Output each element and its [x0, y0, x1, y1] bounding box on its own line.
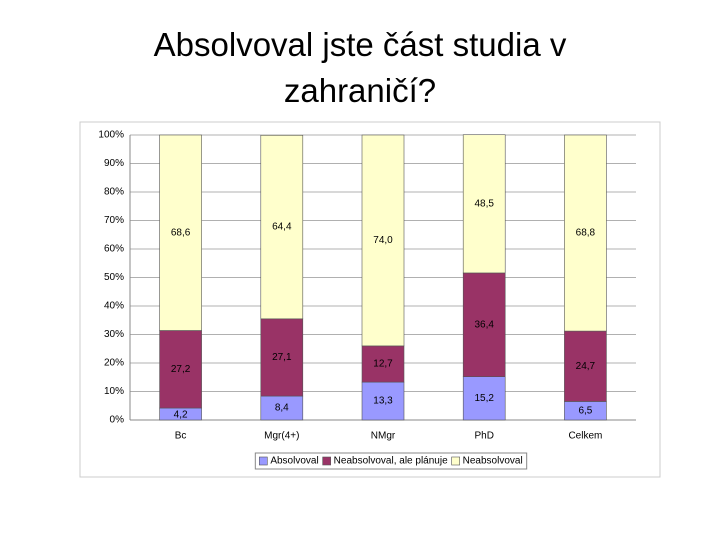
y-tick-label: 50%	[104, 272, 124, 283]
y-tick-label: 60%	[104, 244, 124, 255]
y-tick-label: 80%	[104, 187, 124, 198]
data-label: 48,5	[474, 198, 494, 209]
x-tick-label: Mgr(4+)	[264, 431, 299, 442]
data-label: 74,0	[373, 235, 393, 246]
data-label: 4,2	[174, 410, 188, 421]
x-tick-label: PhD	[474, 431, 493, 442]
data-label: 13,3	[373, 396, 393, 407]
bar-segment	[462, 376, 506, 421]
y-tick-label: 40%	[104, 301, 124, 312]
data-label: 24,7	[576, 361, 596, 372]
bar-segment	[260, 134, 304, 320]
bar-segment	[361, 381, 405, 421]
bar-segment	[462, 272, 506, 377]
chart-frame	[79, 121, 661, 478]
bar-segment	[159, 134, 202, 331]
bar-segment	[361, 134, 405, 347]
x-tick-label: Celkem	[568, 431, 602, 442]
bar-segment	[564, 134, 607, 332]
bar-segment	[462, 134, 506, 274]
x-tick-label: NMgr	[371, 431, 396, 442]
legend-label: Neabsolvoval, ale plánuje	[334, 456, 448, 467]
chart-title: Absolvoval jste část studia v zahraničí?	[153, 26, 567, 109]
y-tick-label: 0%	[110, 415, 125, 426]
y-tick-label: 30%	[104, 329, 124, 340]
data-label: 27,2	[171, 364, 191, 375]
data-label: 6,5	[578, 405, 592, 416]
y-tick-label: 90%	[104, 158, 124, 169]
data-label: 64,4	[272, 222, 292, 233]
data-label: 68,8	[576, 228, 596, 239]
bar-segment	[159, 330, 202, 409]
bar-segment	[260, 318, 304, 397]
y-tick-label: 20%	[104, 358, 124, 369]
legend-swatch	[451, 456, 460, 466]
y-tick-label: 70%	[104, 215, 124, 226]
y-tick-label: 100%	[98, 130, 124, 141]
data-label: 15,2	[474, 393, 494, 404]
legend-swatch	[322, 456, 331, 466]
legend-label: Neabsolvoval	[463, 456, 523, 467]
data-label: 68,6	[171, 227, 191, 238]
data-label: 36,4	[474, 319, 494, 330]
x-tick-label: Bc	[175, 431, 187, 442]
data-label: 27,1	[272, 352, 292, 363]
data-label: 12,7	[373, 359, 393, 370]
bar-segment	[564, 330, 607, 402]
y-tick-label: 10%	[104, 386, 124, 397]
data-label: 8,4	[275, 403, 289, 414]
legend-label: Absolvoval	[270, 456, 318, 467]
legend-swatch	[259, 456, 268, 466]
